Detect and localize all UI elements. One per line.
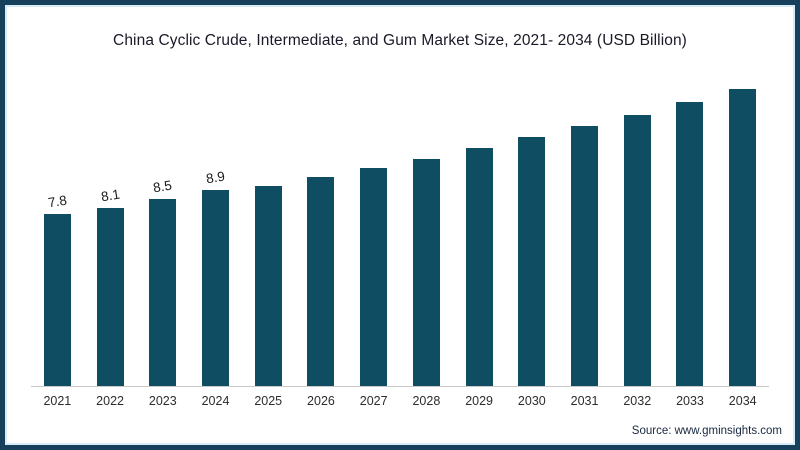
bar-2029 (465, 148, 493, 386)
bar-2026 (307, 177, 335, 386)
bar-column (558, 126, 611, 386)
plot-area: 7.8 8.1 8.5 8.9 (31, 86, 769, 387)
bar-2024 (202, 190, 230, 386)
x-axis-label: 2034 (728, 394, 757, 408)
x-axis-label: 2030 (517, 394, 546, 408)
bar-2034 (729, 89, 757, 386)
bar-column (453, 148, 506, 386)
x-axis-label: 2021 (43, 394, 72, 408)
bar-column: 8.1 (84, 186, 137, 386)
x-axis-label: 2032 (623, 394, 652, 408)
bar-2027 (360, 168, 388, 386)
x-axis-label: 2031 (570, 394, 599, 408)
bar-value-label: 8.5 (152, 177, 174, 196)
bar-2021 (43, 214, 71, 386)
bar-2030 (518, 137, 546, 386)
bar-2025 (254, 186, 282, 386)
bar-column (505, 137, 558, 386)
source-attribution: Source: www.gminsights.com (631, 425, 782, 437)
x-axis-label: 2027 (359, 394, 388, 408)
x-axis-label: 2022 (96, 394, 124, 408)
x-axis-label: 2026 (307, 394, 335, 408)
bar-2033 (676, 102, 704, 386)
x-axis-label: 2023 (148, 394, 177, 408)
bar-column (347, 168, 400, 386)
bar-2023 (149, 199, 177, 386)
bar-2022 (96, 208, 124, 386)
bar-value-label: 8.1 (99, 186, 121, 205)
x-axis-label: 2024 (201, 394, 230, 408)
bar-column: 7.8 (31, 192, 84, 386)
chart-title: China Cyclic Crude, Intermediate, and Gu… (113, 32, 687, 49)
bar-column (664, 102, 717, 386)
x-axis-label: 2025 (254, 394, 283, 408)
bar-column (242, 186, 295, 386)
bar-2031 (571, 126, 599, 386)
bar-value-label: 8.9 (205, 168, 226, 187)
bar-column: 8.9 (189, 168, 242, 386)
x-axis-label: 2029 (465, 394, 494, 408)
bar-column (295, 177, 348, 386)
bar-column (400, 159, 453, 386)
x-axis-label: 2033 (676, 394, 704, 408)
bar-2028 (412, 159, 440, 386)
bar-column (716, 89, 769, 386)
bar-value-label: 7.8 (46, 192, 68, 211)
bar-column (611, 115, 664, 386)
bar-column: 8.5 (136, 177, 189, 386)
bar-2032 (623, 115, 651, 386)
x-axis-labels: 2021 2022 2023 2024 2025 2026 2027 2028 2029 2030… (31, 387, 769, 408)
x-axis-label: 2028 (412, 394, 441, 408)
